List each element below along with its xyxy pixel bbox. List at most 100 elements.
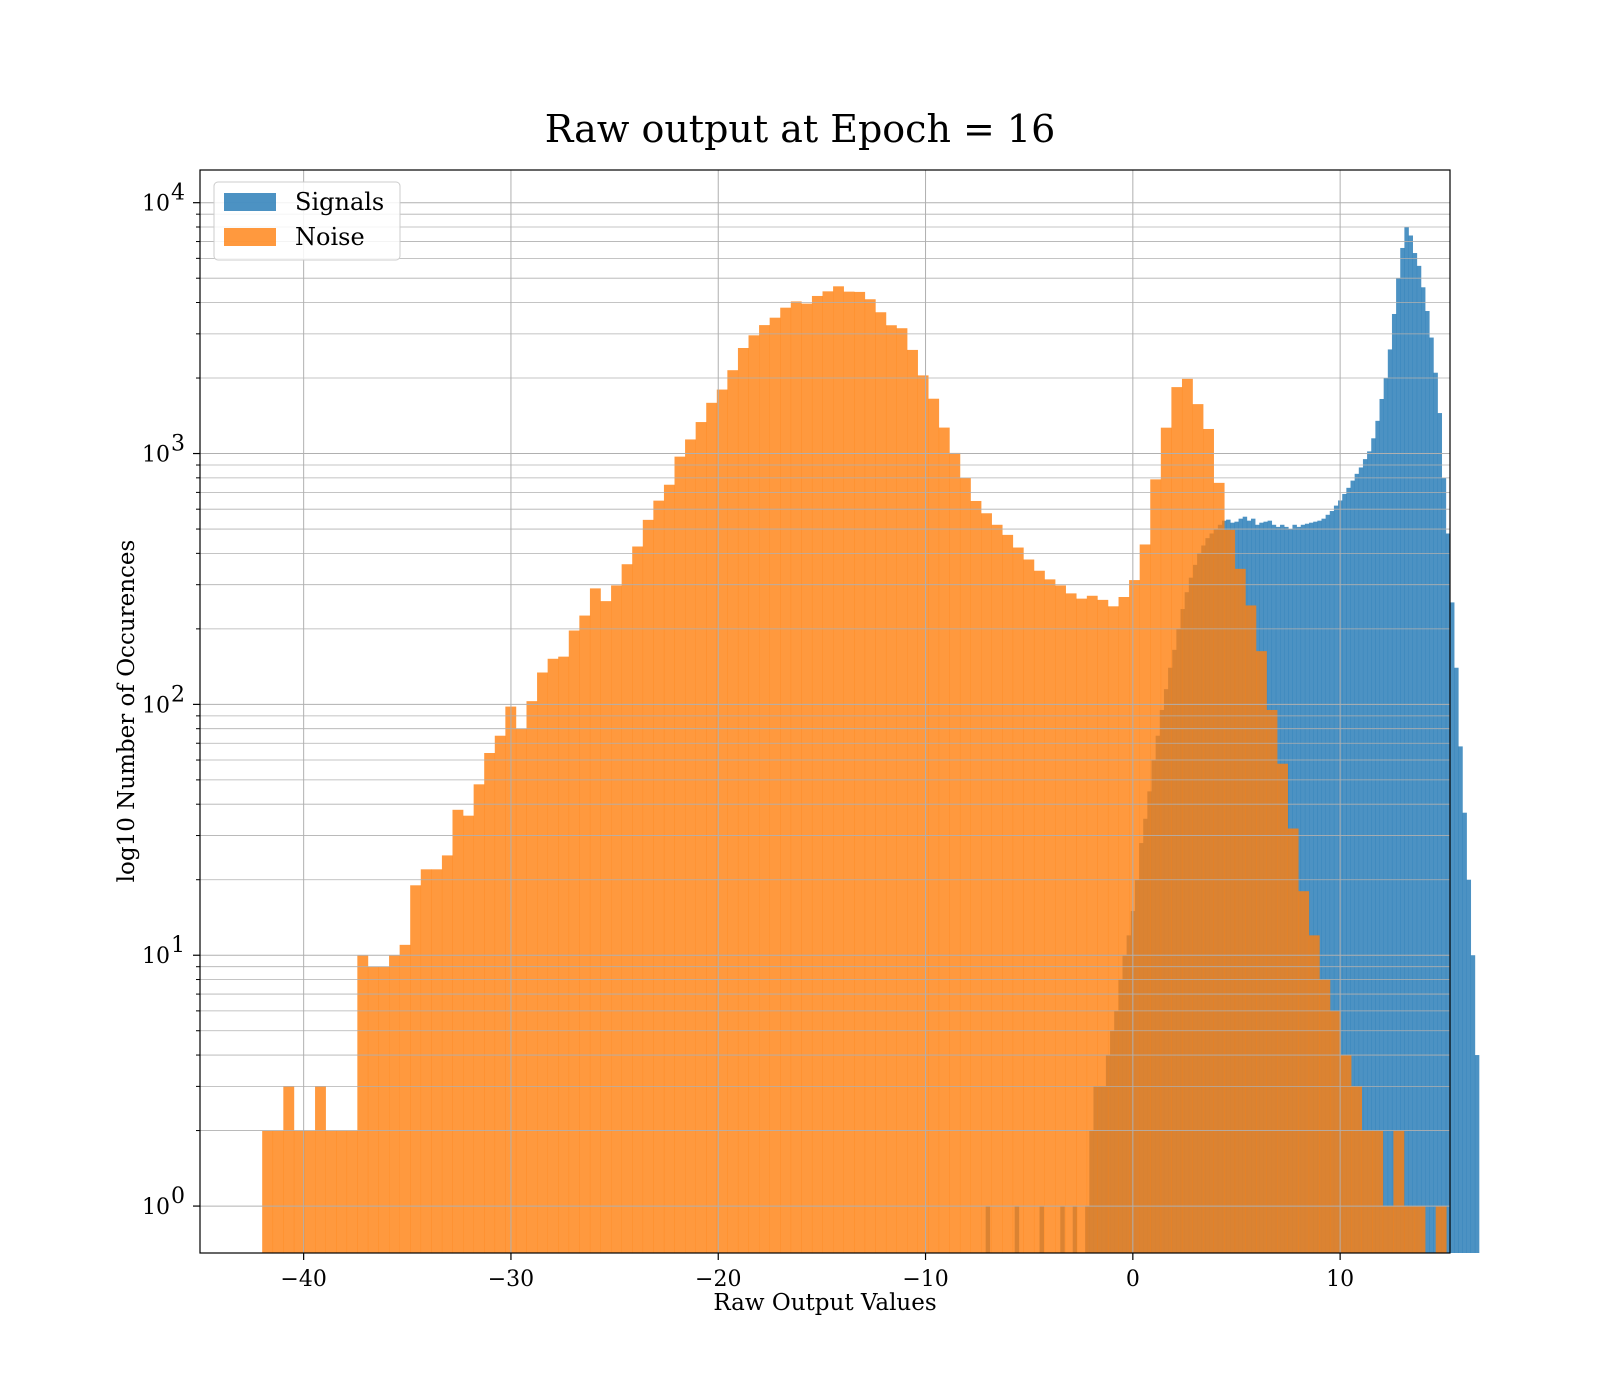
bar-noise bbox=[1065, 593, 1077, 1253]
bar-signals bbox=[1354, 473, 1360, 1254]
bar-signals bbox=[1445, 533, 1451, 1253]
bar-noise bbox=[1245, 605, 1257, 1253]
bar-signals bbox=[1325, 514, 1331, 1253]
bar-noise bbox=[706, 402, 718, 1253]
bar-noise bbox=[399, 944, 411, 1253]
x-axis-label: Raw Output Values bbox=[713, 1290, 936, 1316]
bar-signals bbox=[1454, 667, 1459, 1253]
bar-signals bbox=[1458, 746, 1463, 1253]
bar-signals bbox=[1371, 438, 1376, 1253]
bar-noise bbox=[663, 484, 675, 1254]
bar-noise bbox=[463, 815, 474, 1253]
y-tick-exponent: 1 bbox=[171, 933, 185, 958]
bar-signals bbox=[1362, 459, 1368, 1253]
bar-noise bbox=[1107, 606, 1119, 1253]
bar-noise bbox=[515, 728, 527, 1253]
bar-signals bbox=[1391, 313, 1397, 1253]
bar-noise bbox=[959, 477, 971, 1254]
legend-swatch-signals bbox=[224, 193, 276, 211]
bar-noise bbox=[1351, 1086, 1362, 1253]
bar-signals bbox=[1329, 511, 1335, 1253]
bar-signals bbox=[1429, 337, 1434, 1253]
bar-noise bbox=[1002, 534, 1014, 1253]
bar-noise bbox=[685, 439, 696, 1253]
bar-noise bbox=[1319, 979, 1331, 1253]
bar-noise bbox=[1340, 1055, 1352, 1253]
bar-signals bbox=[1350, 480, 1355, 1253]
x-tick-label: 10 bbox=[1326, 1267, 1354, 1292]
bar-signals bbox=[1342, 493, 1347, 1254]
bar-noise bbox=[431, 869, 443, 1253]
bar-noise bbox=[315, 1086, 326, 1253]
bar-noise bbox=[1192, 404, 1204, 1253]
bar-noise bbox=[526, 701, 538, 1253]
bar-noise bbox=[367, 966, 379, 1253]
bar-noise bbox=[811, 295, 823, 1254]
bar-noise bbox=[642, 519, 654, 1253]
chart-title: Raw output at Epoch = 16 bbox=[545, 107, 1056, 151]
bar-noise bbox=[1097, 599, 1109, 1253]
y-tick-label: 10 bbox=[142, 693, 170, 718]
bar-signals bbox=[1441, 477, 1447, 1254]
bar-noise bbox=[885, 325, 897, 1253]
plot-area bbox=[262, 227, 1480, 1254]
bar-noise bbox=[938, 427, 950, 1254]
bar-noise bbox=[854, 291, 866, 1253]
bar-noise bbox=[452, 809, 464, 1253]
bar-noise bbox=[568, 630, 580, 1253]
y-axis-label: log10 Number of Occurences bbox=[114, 540, 140, 883]
bar-noise bbox=[1277, 763, 1288, 1253]
bar-noise bbox=[1160, 427, 1172, 1253]
bar-signals bbox=[1321, 518, 1326, 1253]
bar-noise bbox=[420, 869, 432, 1253]
bar-noise bbox=[325, 1130, 337, 1253]
bar-noise bbox=[769, 317, 781, 1253]
bar-noise bbox=[1329, 1010, 1341, 1253]
bar-noise bbox=[1139, 544, 1151, 1253]
bar-signals bbox=[1412, 253, 1418, 1253]
legend-label-noise: Noise bbox=[295, 223, 365, 251]
bar-noise bbox=[833, 286, 844, 1253]
bar-noise bbox=[1203, 428, 1214, 1254]
bar-noise bbox=[621, 564, 633, 1253]
bar-signals bbox=[1313, 521, 1318, 1253]
bar-signals bbox=[1396, 278, 1401, 1254]
bar-noise bbox=[875, 312, 887, 1253]
grid-lines bbox=[200, 170, 1450, 1253]
bar-noise bbox=[1086, 595, 1098, 1253]
legend: Signals Noise bbox=[213, 181, 401, 261]
bar-noise bbox=[537, 672, 548, 1253]
x-tick-label: −30 bbox=[488, 1267, 534, 1292]
bar-noise bbox=[981, 513, 992, 1253]
bar-noise bbox=[293, 1130, 305, 1253]
bar-noise bbox=[346, 1130, 358, 1253]
y-tick-label: 10 bbox=[142, 944, 170, 969]
bar-noise bbox=[1213, 482, 1225, 1253]
y-tick-exponent: 4 bbox=[171, 181, 185, 206]
bar-noise bbox=[632, 546, 644, 1253]
bar-signals bbox=[1300, 524, 1306, 1253]
bar-noise bbox=[611, 585, 622, 1253]
bar-noise bbox=[1055, 585, 1066, 1253]
bar-signals bbox=[1358, 467, 1364, 1254]
bar-signals bbox=[1296, 526, 1302, 1253]
bar-noise bbox=[484, 753, 496, 1253]
bar-noise bbox=[1118, 596, 1130, 1253]
bar-noise bbox=[441, 855, 453, 1253]
bar-noise bbox=[1308, 935, 1320, 1253]
bar-noise bbox=[1361, 1130, 1373, 1253]
bar-noise bbox=[1414, 1206, 1426, 1253]
bar-noise bbox=[917, 375, 929, 1253]
bar-noise bbox=[600, 601, 612, 1253]
x-tick-label: −10 bbox=[902, 1267, 948, 1292]
plot-frame bbox=[199, 169, 1451, 1254]
bar-noise bbox=[410, 885, 422, 1253]
bar-noise bbox=[759, 325, 770, 1254]
bar-signals bbox=[1404, 227, 1409, 1253]
bar-noise bbox=[1382, 1206, 1394, 1253]
bar-noise bbox=[748, 335, 760, 1253]
bar-noise bbox=[780, 307, 792, 1253]
bar-noise bbox=[674, 456, 686, 1253]
